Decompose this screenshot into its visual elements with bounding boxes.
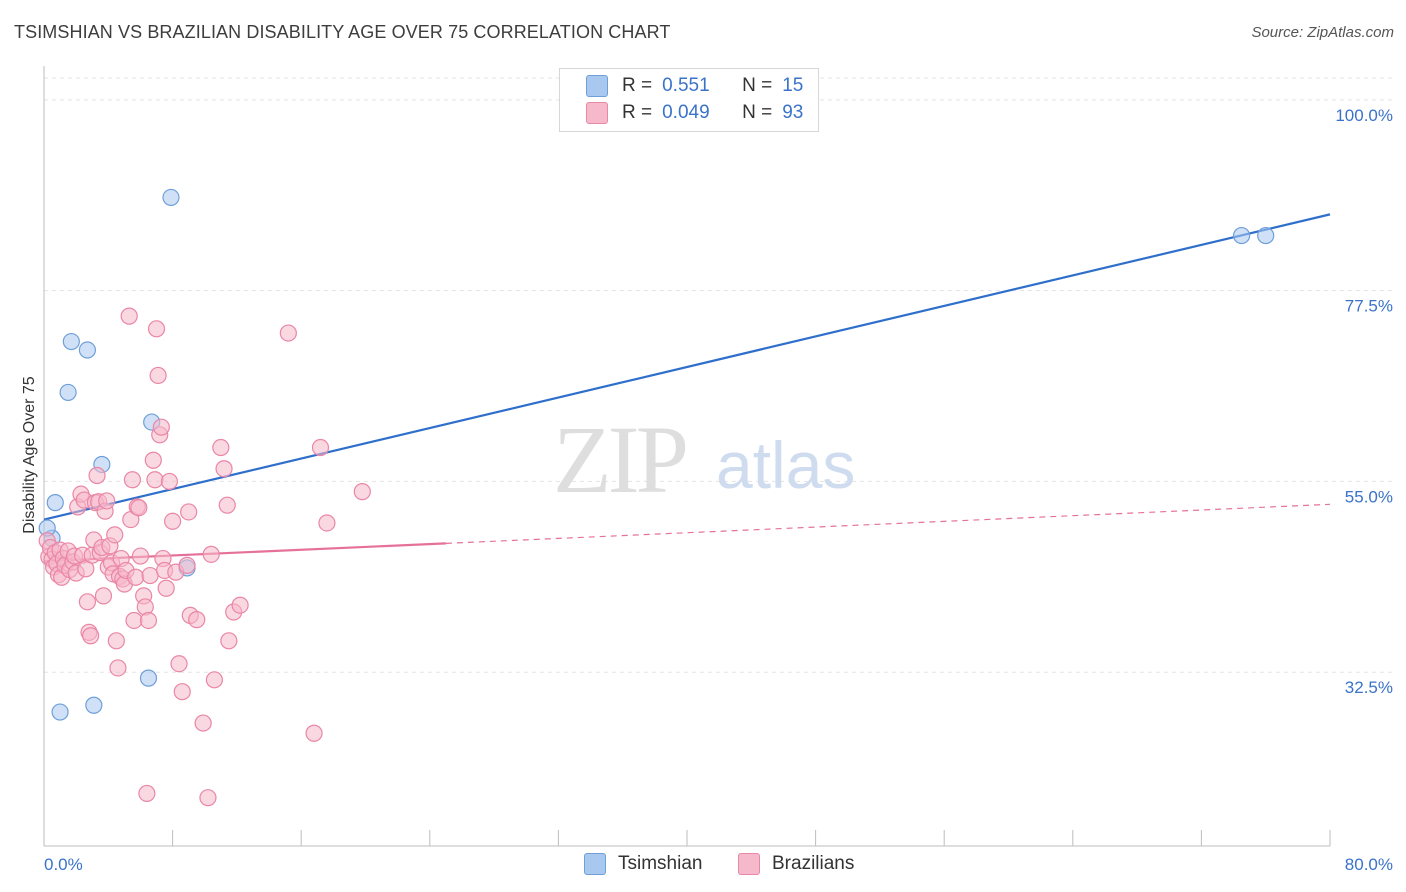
- tsimshian-point: [62, 332, 80, 351]
- x-tick-label: 0.0%: [44, 855, 83, 874]
- brazilians-point: [164, 512, 182, 530]
- tsimshian-point: [51, 703, 69, 721]
- brazilians-swatch: [586, 102, 608, 124]
- brazilians-point: [139, 611, 158, 630]
- tsimshian-point: [78, 341, 97, 359]
- y-tick-label: 32.5%: [1345, 678, 1393, 697]
- brazilians-point: [202, 545, 220, 563]
- brazilians-point: [353, 483, 371, 501]
- tsimshian-point: [139, 669, 158, 687]
- brazilians-point: [178, 556, 196, 574]
- legend-item-tsimshian: Tsimshian: [584, 852, 702, 876]
- r-label: R =: [622, 102, 653, 123]
- brazilians-point: [141, 566, 159, 585]
- source-label: Source: ZipAtlas.com: [1251, 24, 1394, 41]
- brazilians-point: [188, 611, 206, 629]
- brazilians-point: [123, 471, 142, 489]
- n-label: N =: [742, 102, 773, 123]
- chart-title: TSIMSHIAN VS BRAZILIAN DISABILITY AGE OV…: [14, 22, 671, 42]
- brazilians-point: [94, 587, 113, 605]
- brazilians-point: [107, 632, 125, 650]
- legend-item-brazilians: Brazilians: [738, 852, 854, 876]
- brazilians-point: [146, 471, 164, 489]
- brazilians-point: [131, 547, 150, 565]
- brazilians-point: [199, 789, 217, 807]
- brazilians-point: [160, 472, 178, 491]
- tsimshian-point: [1257, 226, 1275, 245]
- r-label: R =: [622, 75, 653, 96]
- brazilians-point: [180, 503, 198, 521]
- n-value: 93: [782, 102, 804, 123]
- brazilians-point: [98, 492, 116, 510]
- legend-row-tsimshian: R = 0.551 N = 15: [586, 74, 803, 98]
- y-tick-label: 77.5%: [1345, 297, 1393, 316]
- brazilians-point: [218, 496, 236, 514]
- tsimshian-swatch: [584, 853, 606, 875]
- x-tick-label: 80.0%: [1345, 855, 1393, 874]
- brazilians-point: [231, 596, 249, 614]
- brazilians-point: [147, 320, 166, 338]
- tsimshian-point: [162, 188, 180, 207]
- trend-layer: [43, 213, 1331, 563]
- legend-label: Tsimshian: [618, 853, 703, 874]
- brazilians-point: [78, 593, 97, 611]
- y-axis-label: Disability Age Over 75: [21, 376, 38, 534]
- brazilians-point: [279, 324, 297, 342]
- brazilians-point: [194, 714, 212, 732]
- brazilians-point: [88, 466, 106, 485]
- brazilians-point: [212, 438, 230, 457]
- brazilians-point: [125, 611, 143, 630]
- brazilians-point: [170, 655, 188, 673]
- brazilians-point: [311, 438, 330, 457]
- tsimshian-point: [46, 494, 64, 512]
- watermark-zip: ZIP: [553, 406, 686, 513]
- grid-layer: [44, 77, 1395, 673]
- brazilians-point: [144, 451, 162, 469]
- brazilians-point: [127, 568, 145, 586]
- brazilians-point: [305, 724, 323, 742]
- brazilians-point: [120, 307, 138, 325]
- legend-row-brazilians: R = 0.049 N = 93: [586, 101, 803, 125]
- axis-layer: 32.5% 55.0% 77.5% 100.0% 0.0% 80.0%: [43, 66, 1393, 874]
- r-value: 0.049: [662, 102, 710, 123]
- brazilians-swatch: [738, 853, 760, 875]
- n-label: N =: [742, 75, 773, 96]
- tsimshian-trend-line: [43, 213, 1331, 521]
- legend-label: Brazilians: [772, 853, 855, 874]
- y-tick-label: 55.0%: [1345, 487, 1393, 506]
- brazilians-point: [82, 627, 100, 645]
- watermark-atlas: atlas: [716, 428, 855, 502]
- brazilians-point: [149, 366, 167, 385]
- tsimshian-point: [59, 383, 77, 402]
- stats-legend: R = 0.551 N = 15 R = 0.049 N = 93: [559, 68, 819, 132]
- brazilians-point: [205, 671, 223, 689]
- n-value: 15: [782, 75, 804, 96]
- brazilians-point: [220, 632, 238, 650]
- watermark: ZIP atlas: [553, 406, 855, 513]
- brazilians-trend-extension: [445, 503, 1331, 544]
- brazilians-point: [152, 418, 170, 436]
- brazilians-point: [318, 514, 336, 532]
- tsimshian-swatch: [586, 75, 608, 97]
- tsimshian-point: [85, 696, 103, 714]
- points-layer: [38, 188, 1275, 807]
- brazilians-point: [157, 579, 175, 597]
- brazilians-point: [173, 683, 191, 701]
- brazilians-point: [138, 784, 156, 803]
- brazilians-point: [215, 460, 233, 478]
- y-tick-label: 100.0%: [1335, 106, 1393, 125]
- r-value: 0.551: [662, 75, 710, 96]
- brazilians-point: [109, 659, 127, 677]
- brazilians-point: [130, 499, 148, 517]
- brazilians-point: [106, 526, 124, 544]
- tsimshian-point: [1232, 226, 1251, 245]
